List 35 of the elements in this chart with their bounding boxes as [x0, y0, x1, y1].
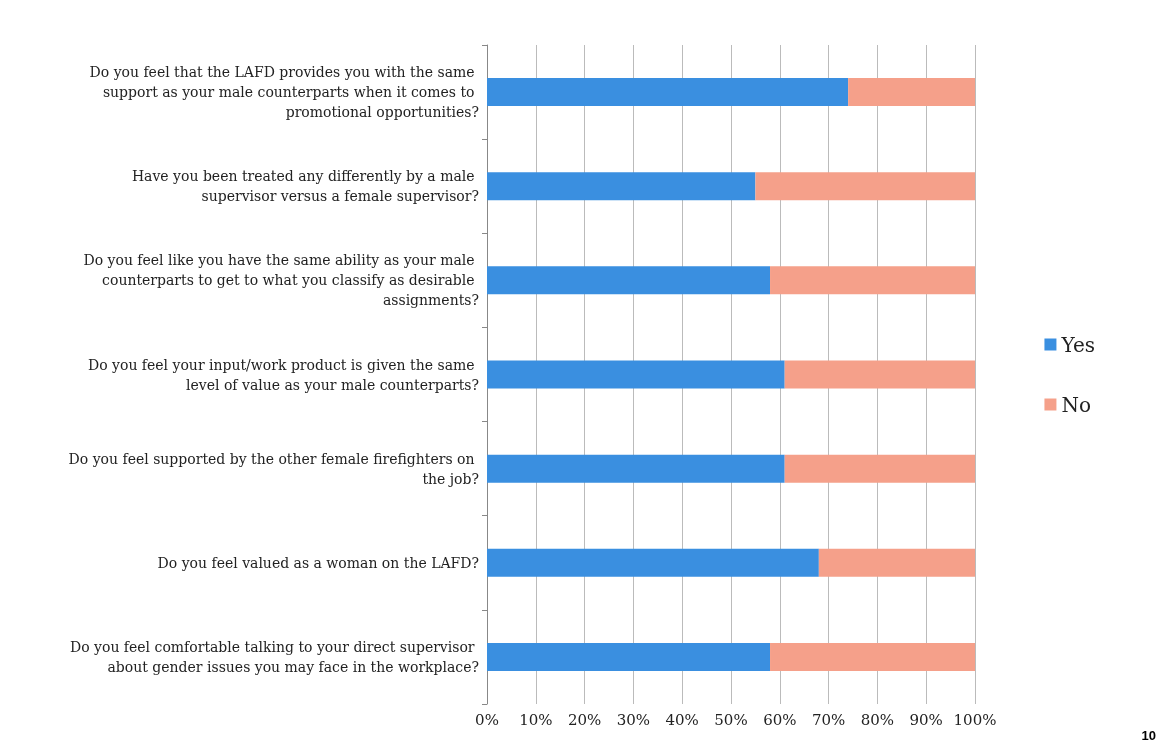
bar [755, 172, 975, 201]
x-tick-label: 20% [567, 710, 602, 729]
text: 10 [1141, 728, 1156, 743]
bar [770, 266, 975, 295]
bar [818, 548, 975, 577]
legend-label: Yes [1060, 332, 1096, 357]
bar [848, 78, 975, 107]
x-tick-label: 10% [519, 710, 553, 729]
x-tick-label: 50% [714, 710, 748, 729]
bar [487, 172, 756, 201]
bar [487, 78, 849, 107]
x-tick-label: 60% [763, 710, 797, 729]
bar [784, 360, 975, 389]
x-tick-label: 0% [475, 710, 499, 729]
bar [487, 454, 785, 483]
bar [487, 642, 771, 671]
x-tick-label: 100% [953, 710, 997, 729]
y-tick-label: Do you feel that the LAFD provides you with the same support as your male counterparts when it comes to promotional opportunities? [89, 64, 479, 121]
y-tick-label: Do you feel like you have the same ability as your male counterparts to get to what you classify as desirable assignments? [83, 252, 479, 309]
legend-label: No [1061, 392, 1091, 417]
x-tick-label: 90% [909, 710, 943, 729]
x-tick-label: 40% [665, 710, 699, 729]
bar [784, 454, 975, 483]
y-tick-label: Do you feel your input/work product is given the same level of value as your male counterparts? [87, 356, 479, 393]
x-tick-label: 80% [860, 710, 895, 729]
y-tick-label: Do you feel valued as a woman on the LAFD? [157, 554, 479, 571]
bar [770, 642, 975, 671]
x-tick-label: 70% [811, 710, 846, 729]
bar [487, 266, 771, 295]
y-tick-label: Do you feel comfortable talking to your direct supervisor about gender issues you may face in the workplace? [69, 638, 479, 675]
bar [487, 360, 785, 389]
y-tick-label: Have you been treated any differently by a male supervisor versus a female supervisor? [131, 168, 479, 205]
bar [487, 548, 819, 577]
y-tick-label: Do you feel supported by the other female firefighters on the job? [68, 450, 479, 487]
x-tick-label: 30% [616, 710, 651, 729]
